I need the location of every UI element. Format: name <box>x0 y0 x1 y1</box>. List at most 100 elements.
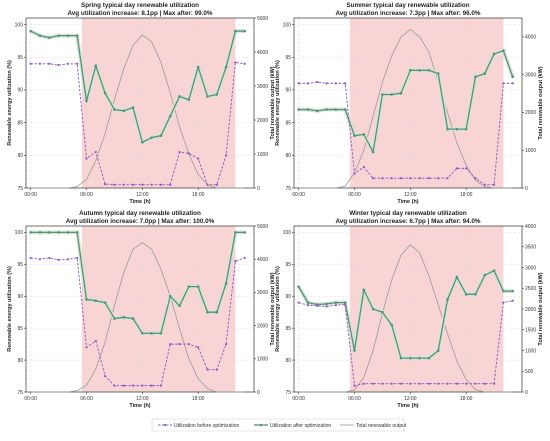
point-after <box>399 91 403 95</box>
point-after <box>455 275 459 279</box>
point-after <box>215 310 219 314</box>
point-after <box>483 273 487 277</box>
y-tick-label: 90 <box>17 294 23 300</box>
y-tick-label: 95 <box>17 55 23 61</box>
point-before <box>150 183 153 186</box>
point-before <box>427 382 431 385</box>
point-before <box>141 183 144 186</box>
point-before <box>104 374 107 378</box>
point-before <box>316 304 319 307</box>
x-tick-label: 12:00 <box>404 192 417 198</box>
y-tick-label: 85 <box>285 326 291 332</box>
point-after <box>399 356 403 360</box>
point-after <box>178 304 181 308</box>
point-after <box>483 72 487 75</box>
point-before <box>243 62 246 65</box>
point-before <box>409 177 412 180</box>
series-line-output <box>298 244 513 393</box>
point-after <box>492 269 496 272</box>
y2-tick-label: 3500 <box>525 245 536 251</box>
point-after <box>427 356 431 360</box>
point-before <box>390 382 393 385</box>
x-axis-label: Time (h) <box>397 403 418 409</box>
point-after <box>178 95 181 98</box>
point-before <box>150 384 153 387</box>
y-tick-label: 95 <box>285 262 291 268</box>
chart-subtitle: Avg utilization increase: 7.3pp | Max af… <box>335 10 480 17</box>
legend-marker-after <box>259 423 263 427</box>
y-tick-label: 75 <box>17 390 23 396</box>
point-before <box>353 172 356 175</box>
point-before <box>372 382 375 385</box>
y-tick-label: 85 <box>285 120 291 126</box>
point-before <box>344 82 347 85</box>
point-before <box>362 382 365 385</box>
point-before <box>483 382 486 385</box>
point-after <box>511 289 514 293</box>
point-after <box>325 108 328 111</box>
point-before <box>334 82 337 85</box>
point-after <box>66 34 70 37</box>
shaded-region <box>81 18 236 188</box>
y2-tick-label: 0 <box>257 186 260 192</box>
point-after <box>113 317 116 320</box>
plot-frame <box>25 225 255 393</box>
point-after <box>206 95 209 98</box>
y2-tick-label: 1500 <box>525 328 536 334</box>
point-after <box>362 133 366 136</box>
point-after <box>150 331 153 335</box>
point-after <box>131 317 135 320</box>
point-after <box>234 231 237 234</box>
chart-title: Winter typical day renewable utilization <box>349 210 467 217</box>
point-after <box>381 310 384 314</box>
point-before <box>57 63 60 67</box>
point-before <box>474 382 477 385</box>
point-after <box>141 140 144 144</box>
point-after <box>150 136 153 139</box>
y-tick-label: 90 <box>285 294 291 300</box>
y2-tick-label: 1000 <box>525 348 536 354</box>
point-before <box>427 177 431 180</box>
y2-tick-label: 4000 <box>257 50 268 56</box>
point-after <box>353 134 356 137</box>
series-line-before <box>30 257 245 387</box>
y2-tick-label: 2000 <box>257 323 268 329</box>
y-tick-label: 80 <box>285 358 291 364</box>
point-after <box>168 114 172 118</box>
x-axis-label: Time (h) <box>129 403 150 409</box>
point-before <box>104 182 107 186</box>
point-after <box>409 356 412 360</box>
y-tick-label: 75 <box>285 186 291 192</box>
y2-axis-label: Total renewable output (kW) <box>538 272 544 345</box>
y2-tick-label: 1000 <box>525 148 536 154</box>
point-before <box>94 339 97 343</box>
y2-tick-label: 3000 <box>525 265 536 271</box>
y2-tick-label: 4000 <box>525 224 536 230</box>
shaded-region <box>81 226 236 392</box>
legend: Utilization before optimization Utilizati… <box>151 418 407 432</box>
point-after <box>75 34 79 37</box>
chart-title: Autumn typical day renewable utilization <box>79 210 201 217</box>
plot-frame <box>25 17 255 189</box>
y-axis-label: Renewable energy utilization (%) <box>7 60 13 146</box>
point-after <box>474 293 477 296</box>
point-before <box>465 382 468 385</box>
point-before <box>325 82 328 85</box>
x-axis-label: Time (h) <box>397 199 418 205</box>
point-after <box>187 98 191 102</box>
y2-tick-label: 3000 <box>525 72 536 78</box>
point-before <box>492 382 496 385</box>
point-before <box>325 305 328 308</box>
chart-panel-2: Autumn typical day renewable utilization… <box>7 210 276 409</box>
y2-tick-label: 0 <box>257 390 260 396</box>
series-line-after <box>298 50 514 153</box>
point-before <box>48 256 51 260</box>
point-before <box>344 303 347 306</box>
chart-panel-0: Spring typical day renewable utilization… <box>7 2 276 205</box>
point-before <box>38 258 42 261</box>
y-tick-label: 85 <box>17 326 23 332</box>
y2-tick-label: 3000 <box>257 290 268 296</box>
point-before <box>178 150 181 154</box>
point-before <box>197 157 200 160</box>
x-tick-label: 06:00 <box>348 192 361 198</box>
